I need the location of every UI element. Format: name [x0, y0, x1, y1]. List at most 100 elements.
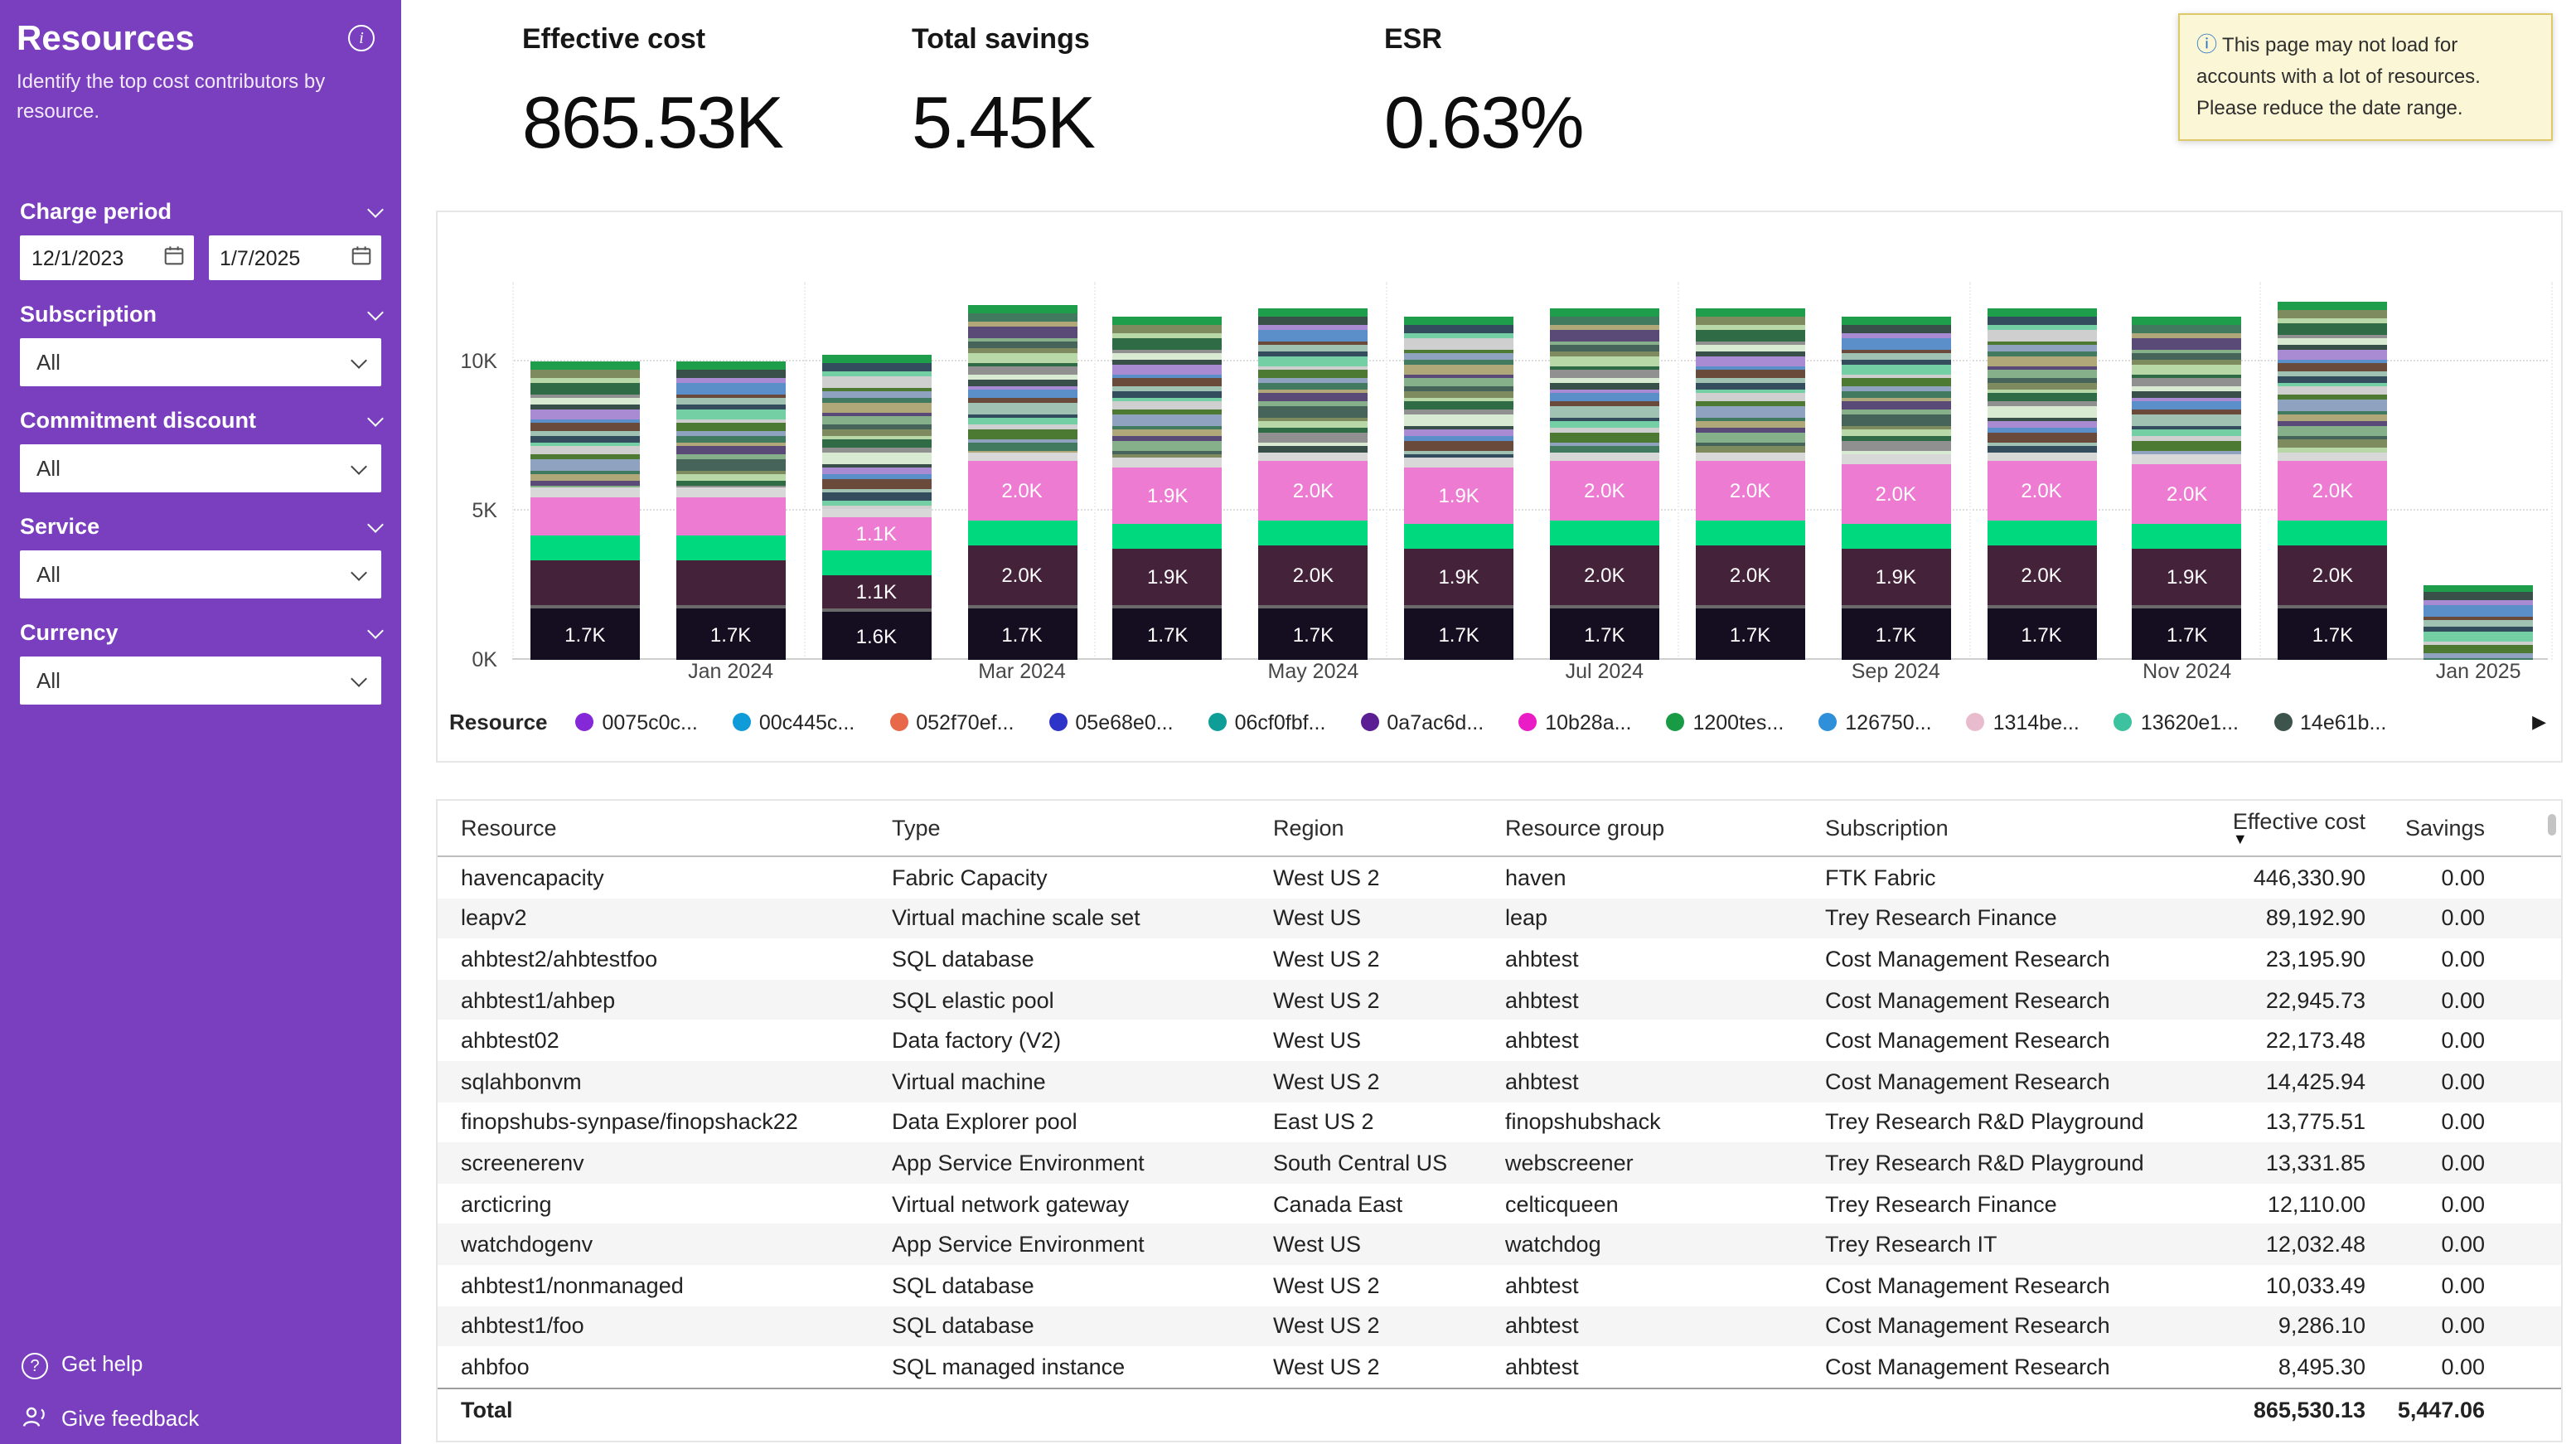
- bar-segment: 2.0K: [1549, 545, 1659, 606]
- charge-period-end-input[interactable]: 1/7/2025: [208, 235, 381, 280]
- bar-apr-2024[interactable]: 1.7K 1.9K 1.9K: [1112, 317, 1223, 660]
- commitment-discount-select[interactable]: All: [20, 444, 381, 492]
- bar-mar-2024[interactable]: 1.7K 2.0K 2.0K: [967, 304, 1077, 660]
- legend-item[interactable]: 00c445c...: [732, 710, 855, 734]
- table-scrollbar[interactable]: [2548, 814, 2556, 836]
- legend-item[interactable]: 10b28a...: [1518, 710, 1631, 734]
- bar-aug-2024[interactable]: 1.7K 2.0K 2.0K: [1695, 308, 1805, 660]
- charge-period-start-input[interactable]: 12/1/2023: [20, 235, 193, 280]
- col-header-type[interactable]: Type: [892, 816, 941, 841]
- bar-dec-2023[interactable]: 1.7K: [530, 361, 640, 660]
- table-cell: sqlahbonvm: [461, 1068, 582, 1094]
- legend-item[interactable]: 0a7ac6d...: [1360, 710, 1484, 734]
- table-row[interactable]: ahbfoo SQL managed instance West US 2 ahbte…: [438, 1346, 2561, 1387]
- legend-item[interactable]: 1314be...: [1966, 710, 2080, 734]
- col-header-subscription[interactable]: Subscription: [1825, 816, 1949, 841]
- bar-jun-2024[interactable]: 1.7K 1.9K 1.9K: [1404, 317, 1514, 660]
- chevron-down-icon[interactable]: [367, 516, 384, 532]
- table-cell: ahbtest: [1505, 1354, 1579, 1379]
- bar-jan-2024[interactable]: 1.7K: [675, 361, 786, 660]
- table-row[interactable]: screenerenv App Service Environment South …: [438, 1142, 2561, 1184]
- bar-segment: [1987, 316, 2096, 453]
- gridline-vertical: [2259, 282, 2262, 660]
- table-row[interactable]: ahbtest2/ahbtestfoo SQL database West US 2…: [438, 938, 2561, 979]
- filter-label-row: Subscription: [20, 302, 384, 327]
- bar-oct-2024[interactable]: 1.7K 2.0K 2.0K: [1987, 308, 2096, 660]
- bar-segment: [1695, 316, 1805, 453]
- col-header-region[interactable]: Region: [1273, 816, 1344, 841]
- col-header-effective-cost[interactable]: Effective cost ▼: [2221, 808, 2375, 848]
- bar-segment: 2.0K: [1695, 460, 1805, 521]
- bar-jul-2024[interactable]: 1.7K 2.0K 2.0K: [1549, 308, 1659, 660]
- table-cell: screenerenv: [461, 1150, 584, 1175]
- bar-segment: [1258, 520, 1368, 546]
- table-cell: haven: [1505, 865, 1566, 890]
- kpi-value: 5.45K: [912, 83, 1096, 164]
- bar-segment: [1549, 308, 1659, 317]
- legend-item[interactable]: 126750...: [1818, 710, 1932, 734]
- table-row[interactable]: leapv2 Virtual machine scale set West US le…: [438, 898, 2561, 939]
- gridline-vertical: [803, 282, 806, 660]
- table-row[interactable]: finopshubs-synpase/finopshack22 Data Expl…: [438, 1102, 2561, 1142]
- bar-nov-2024[interactable]: 1.7K 1.9K 2.0K: [2132, 317, 2242, 660]
- col-header-savings[interactable]: Savings: [2404, 816, 2485, 841]
- bar-value-label: 1.7K: [2021, 623, 2062, 647]
- bar-segment: [967, 520, 1077, 546]
- table-row[interactable]: watchdogenv App Service Environment West U…: [438, 1224, 2561, 1265]
- service-select[interactable]: All: [20, 550, 381, 598]
- subscription-select[interactable]: All: [20, 338, 381, 386]
- chevron-down-icon: [351, 458, 367, 474]
- legend-next-icon[interactable]: ▶: [2532, 713, 2546, 733]
- bar-segment: [530, 535, 640, 561]
- table-cell: havencapacity: [461, 865, 604, 890]
- legend-item[interactable]: 052f70ef...: [889, 710, 1014, 734]
- chevron-down-icon[interactable]: [367, 303, 384, 320]
- bar-value-label: 2.0K: [1001, 478, 1043, 502]
- bar-segment: [530, 497, 640, 535]
- bar-segment: [1258, 605, 1368, 609]
- bar-jan-2025[interactable]: [2423, 585, 2534, 660]
- select-value: All: [36, 668, 61, 693]
- bar-segment: [967, 452, 1077, 461]
- select-value: All: [36, 456, 61, 481]
- table-cell: 22,173.48: [2265, 1028, 2365, 1054]
- table-row[interactable]: arcticring Virtual network gateway Canada …: [438, 1184, 2561, 1224]
- table-row[interactable]: ahbtest02 Data factory (V2) West US ahbtest…: [438, 1020, 2561, 1061]
- table-row[interactable]: sqlahbonvm Virtual machine West US 2 ahbtes…: [438, 1060, 2561, 1102]
- table-row[interactable]: havencapacity Fabric Capacity West US 2 hav…: [438, 857, 2561, 898]
- table-row[interactable]: ahbtest1/ahbep SQL elastic pool West US 2 a…: [438, 979, 2561, 1020]
- currency-select[interactable]: All: [20, 657, 381, 705]
- legend-item[interactable]: 14e61b...: [2273, 710, 2386, 734]
- table-row[interactable]: ahbtest1/foo SQL database West US 2 ahbtest…: [438, 1306, 2561, 1347]
- legend-dot-icon: [1360, 713, 1379, 731]
- bar-dec-2024[interactable]: 1.7K 2.0K 2.0K: [2278, 302, 2388, 660]
- bar-feb-2024[interactable]: 1.6K 1.1K 1.1K: [821, 355, 932, 660]
- bar-may-2024[interactable]: 1.7K 2.0K 2.0K: [1258, 308, 1368, 660]
- legend-item-label: 1200tes...: [1692, 710, 1784, 734]
- col-header-resource[interactable]: Resource: [461, 816, 557, 841]
- chevron-down-icon[interactable]: [367, 409, 384, 426]
- legend-item[interactable]: 0075c0c...: [575, 710, 698, 734]
- x-axis-tick: May 2024: [1267, 660, 1359, 683]
- table-cell: 14,425.94: [2265, 1068, 2365, 1094]
- legend-dot-icon: [2114, 713, 2133, 731]
- legend-item[interactable]: 1200tes...: [1666, 710, 1784, 734]
- get-help-link[interactable]: ? Get help: [22, 1348, 199, 1379]
- legend-item[interactable]: 05e68e0...: [1048, 710, 1174, 734]
- chevron-down-icon[interactable]: [367, 622, 384, 638]
- legend-dot-icon: [2273, 713, 2293, 731]
- info-icon[interactable]: i: [348, 25, 375, 51]
- total-label: Total: [461, 1398, 513, 1423]
- chevron-down-icon[interactable]: [367, 201, 384, 217]
- table-cell: 89,192.90: [2265, 905, 2365, 931]
- col-header-resource-group[interactable]: Resource group: [1505, 816, 1665, 841]
- give-feedback-link[interactable]: Give feedback: [22, 1404, 199, 1431]
- bar-sep-2024[interactable]: 1.7K 1.9K 2.0K: [1841, 317, 1951, 660]
- table-cell: 8,495.30: [2278, 1354, 2365, 1379]
- table-cell: watchdogenv: [461, 1232, 593, 1257]
- y-axis-tick: 10K: [460, 350, 498, 373]
- legend-item[interactable]: 06cf0fbf...: [1208, 710, 1325, 734]
- table-row[interactable]: ahbtest1/nonmanaged SQL database West US 2…: [438, 1265, 2561, 1306]
- legend-item[interactable]: 13620e1...: [2114, 710, 2239, 734]
- report-canvas: Effective cost 865.53K Total savings 5.45K E…: [436, 0, 2563, 1444]
